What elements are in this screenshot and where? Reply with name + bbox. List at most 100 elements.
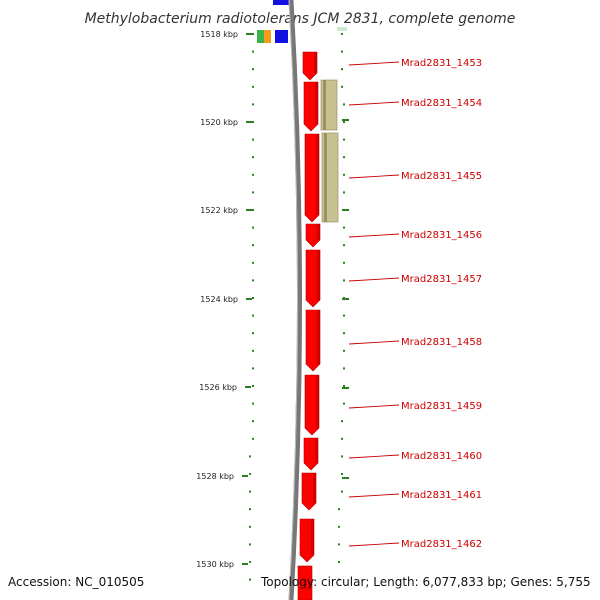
feature-blocks xyxy=(320,79,339,223)
blue-feature-top xyxy=(273,0,289,5)
minor-tick xyxy=(249,473,251,475)
right-major-tick xyxy=(342,209,349,211)
right-tick xyxy=(338,578,340,581)
right-major-tick xyxy=(342,119,349,121)
minor-tick xyxy=(249,525,251,528)
feature-block-shade xyxy=(324,133,327,222)
minor-tick xyxy=(252,209,254,211)
minor-tick xyxy=(252,349,254,352)
blue-feature xyxy=(275,30,288,43)
right-tick xyxy=(338,525,340,528)
right-tick xyxy=(341,437,343,440)
right-tick xyxy=(341,455,343,458)
genome-backbone-highlight xyxy=(288,0,298,600)
gene-leader-line xyxy=(348,101,400,106)
right-tick xyxy=(343,226,345,229)
minor-tick xyxy=(252,50,254,53)
minor-tick xyxy=(252,261,254,264)
gene-label[interactable]: Mrad2831_1456 xyxy=(401,230,482,241)
minor-tick xyxy=(249,578,251,581)
gene-leader-line xyxy=(348,340,400,345)
right-tick xyxy=(343,173,345,176)
gene-label[interactable]: Mrad2831_1453 xyxy=(401,58,482,69)
minor-tick xyxy=(252,85,254,88)
genome-summary-text: Topology: circular; Length: 6,077,833 bp… xyxy=(260,575,591,589)
major-tick xyxy=(245,386,251,388)
gene-arrow-shade xyxy=(315,82,318,124)
accession-text: Accession: NC_010505 xyxy=(8,575,144,589)
gene-labels: Mrad2831_1453 Mrad2831_1454 Mrad2831_1455 M… xyxy=(401,58,482,550)
right-tick xyxy=(341,473,343,475)
gene-leader-line xyxy=(348,277,400,282)
right-tick xyxy=(343,156,345,159)
map-title: Methylobacterium radiotolerans JCM 2831,… xyxy=(85,11,516,27)
minor-tick xyxy=(249,455,251,458)
right-tick xyxy=(341,490,343,493)
minor-tick xyxy=(252,314,254,317)
gene-leader-line xyxy=(348,233,400,238)
minor-tick xyxy=(252,437,254,440)
right-tick xyxy=(341,50,343,53)
gene-label[interactable]: Mrad2831_1454 xyxy=(401,98,482,109)
major-tick xyxy=(246,33,252,35)
kbp-label: 1530 kbp xyxy=(196,560,234,569)
minor-tick xyxy=(252,173,254,176)
right-tick xyxy=(343,402,345,405)
gene-label-leaders xyxy=(348,61,400,547)
minor-tick xyxy=(252,385,254,387)
right-tick xyxy=(343,138,345,141)
gene-track xyxy=(297,51,321,600)
minor-tick xyxy=(249,543,251,546)
gene-label[interactable]: Mrad2831_1459 xyxy=(401,401,482,412)
right-major-tick xyxy=(342,387,349,389)
right-tick xyxy=(343,332,345,335)
kbp-label: 1524 kbp xyxy=(200,295,238,304)
gene-label[interactable]: Mrad2831_1455 xyxy=(401,171,482,182)
gene-label[interactable]: Mrad2831_1460 xyxy=(401,451,482,462)
right-tick xyxy=(343,385,345,387)
gene-label[interactable]: Mrad2831_1462 xyxy=(401,539,482,550)
kbp-label: 1528 kbp xyxy=(196,472,234,481)
right-tick xyxy=(343,103,345,106)
gene-arrow-shade xyxy=(315,438,318,463)
right-tick xyxy=(343,367,345,370)
gene-arrow-shade xyxy=(316,134,319,215)
minor-tick xyxy=(252,191,254,194)
minor-tick xyxy=(252,121,254,123)
gene-arrow-shade xyxy=(317,224,320,240)
right-tick xyxy=(343,349,345,352)
major-tick xyxy=(246,298,252,300)
right-tick xyxy=(338,508,340,511)
minor-tick xyxy=(252,244,254,247)
gene-leader-line xyxy=(348,174,400,179)
gene-label[interactable]: Mrad2831_1457 xyxy=(401,274,482,285)
kbp-label: 1522 kbp xyxy=(200,206,238,215)
gene-label[interactable]: Mrad2831_1458 xyxy=(401,337,482,348)
major-tick xyxy=(246,209,252,211)
minor-tick xyxy=(252,297,254,299)
feature-block-shade xyxy=(323,80,326,130)
gene-arrow-partial xyxy=(297,565,313,600)
orange-feature xyxy=(264,30,271,43)
major-tick xyxy=(242,563,248,565)
minor-tick xyxy=(249,508,251,511)
gene-label[interactable]: Mrad2831_1461 xyxy=(401,490,482,501)
major-tick xyxy=(242,475,248,477)
green-feature xyxy=(257,30,264,43)
kbp-label: 1526 kbp xyxy=(199,383,237,392)
minor-tick xyxy=(252,103,254,106)
gene-leader-line xyxy=(348,493,400,498)
right-tick xyxy=(343,314,345,317)
light-green-feature xyxy=(337,27,347,31)
top-feature-blocks xyxy=(257,0,347,43)
genome-backbone xyxy=(288,0,302,600)
gene-leader-line xyxy=(348,542,400,547)
gene-arrow-shade xyxy=(317,250,320,300)
minor-tick xyxy=(252,138,254,141)
gene-arrow-shade xyxy=(313,473,316,503)
minor-tick xyxy=(252,226,254,229)
minor-tick xyxy=(252,420,254,423)
right-tick xyxy=(343,279,345,282)
right-tick xyxy=(343,244,345,247)
gene-leader-line xyxy=(348,61,400,66)
